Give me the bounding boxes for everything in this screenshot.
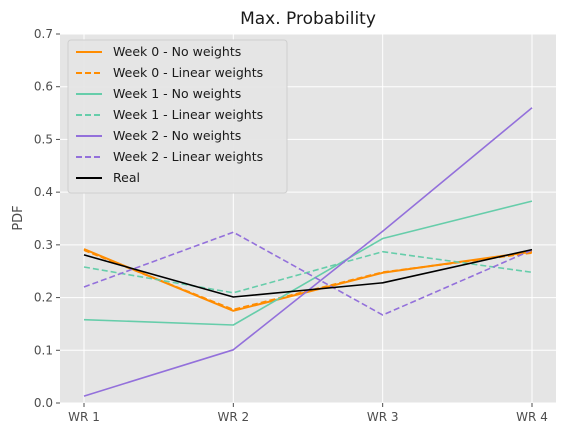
legend-box <box>67 39 288 194</box>
legend-label: Week 2 - Linear weights <box>113 149 263 164</box>
y-tick-label: 0.6 <box>34 80 53 94</box>
series-group <box>83 107 533 397</box>
x-tick-labels: WR 1 WR 2 WR 3 WR 4 <box>68 403 548 424</box>
y-tick-label: 0.5 <box>34 132 53 146</box>
x-tick-label: WR 1 <box>68 410 100 424</box>
y-tick-label: 0.4 <box>34 185 53 199</box>
y-tick-label: 0.1 <box>34 343 53 357</box>
y-tick-label: 0.7 <box>34 27 53 41</box>
legend-label: Week 1 - Linear weights <box>113 107 263 122</box>
y-tick-label: 0.0 <box>34 396 53 410</box>
legend-label: Week 1 - No weights <box>113 86 241 101</box>
legend: Week 0 - No weights Week 0 - Linear weigh… <box>67 39 288 194</box>
series-line-6 <box>83 231 533 316</box>
legend-label: Week 2 - No weights <box>113 128 241 143</box>
y-tick-labels: 0.0 0.1 0.2 0.3 0.4 0.5 0.6 0.7 <box>34 27 60 410</box>
legend-label: Week 0 - Linear weights <box>113 65 263 80</box>
x-tick-label: WR 2 <box>218 410 250 424</box>
x-tick-label: WR 4 <box>516 410 548 424</box>
series-line-4 <box>83 250 533 294</box>
series-line-7 <box>83 248 533 298</box>
y-tick-label: 0.3 <box>34 238 53 252</box>
series-line-3 <box>83 200 533 326</box>
y-tick-label: 0.2 <box>34 291 53 305</box>
legend-label: Real <box>113 170 140 185</box>
y-axis-label: PDF <box>11 205 26 230</box>
legend-label: Week 0 - No weights <box>113 44 241 59</box>
x-tick-label: WR 3 <box>367 410 399 424</box>
chart-title: Max. Probability <box>240 9 376 29</box>
